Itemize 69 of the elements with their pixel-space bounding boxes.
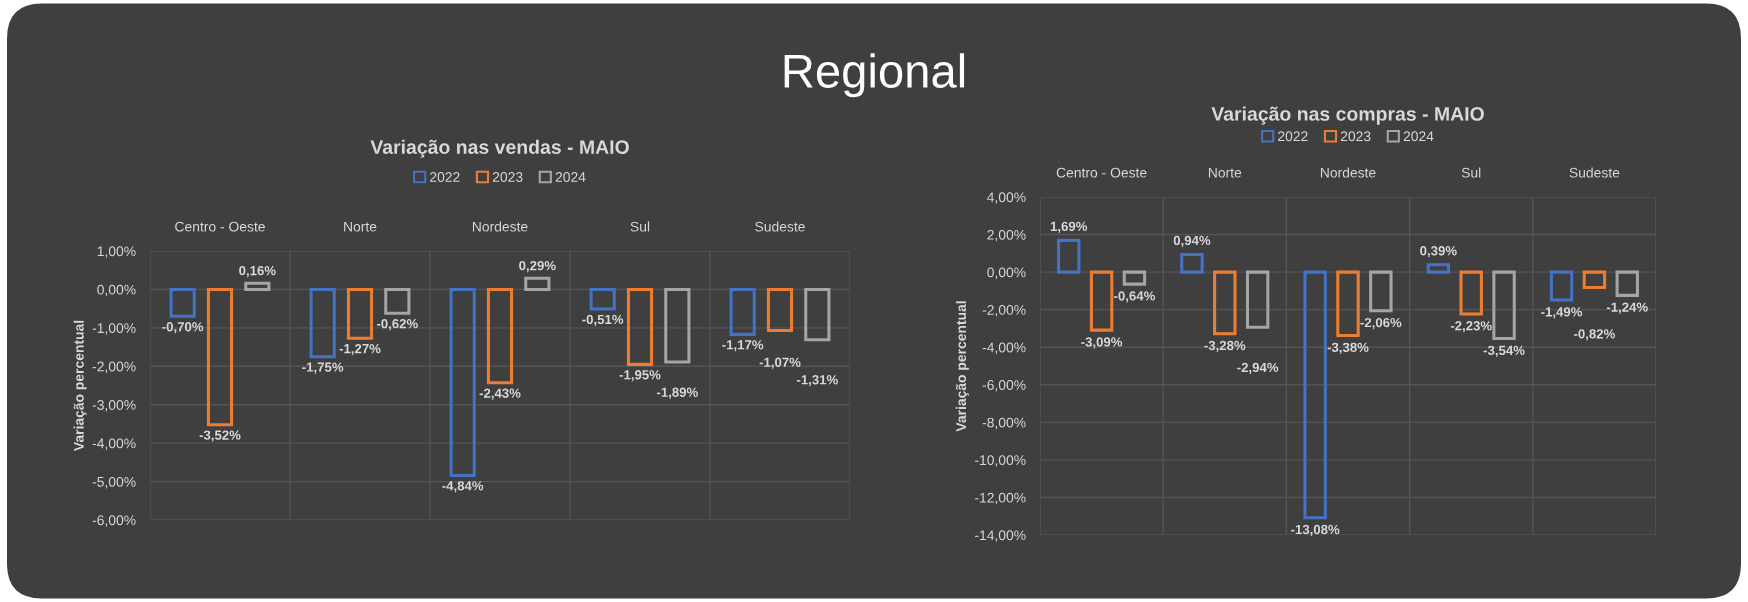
y-tick-label: -5,00% (92, 476, 136, 489)
y-tick-label: -4,00% (92, 438, 136, 450)
data-label: -13,08% (1291, 524, 1340, 537)
data-label: -2,43% (479, 388, 521, 400)
data-label: 1,69% (1050, 221, 1088, 233)
data-label: -3,52% (199, 430, 241, 442)
y-tick-label: -4,00% (982, 342, 1026, 355)
y-tick-label: -3,00% (92, 400, 136, 412)
data-label: -1,31% (796, 375, 838, 387)
legend-label: 2024 (555, 172, 586, 182)
data-label: -3,28% (1204, 340, 1246, 353)
y-axis-title: Variação percentual (73, 320, 87, 452)
x-tick-label: Sul (630, 221, 650, 232)
y-tick-label: -14,00% (975, 530, 1026, 542)
data-label: 0,16% (239, 265, 276, 278)
legend-label: 2024 (1403, 131, 1434, 142)
data-label: -0,70% (162, 322, 204, 334)
text: Regional (784, 53, 965, 98)
data-label: -0,51% (582, 314, 624, 327)
data-label: -1,49% (1541, 307, 1583, 319)
y-tick-label: -2,00% (982, 305, 1026, 317)
data-label: -2,23% (1450, 321, 1492, 333)
legend-label: 2023 (1340, 131, 1371, 142)
x-tick-label: Nordeste (472, 221, 528, 232)
data-label: -1,07% (759, 357, 801, 369)
data-label: -0,62% (376, 318, 418, 331)
legend-label: 2022 (430, 172, 460, 182)
data-label: -1,27% (339, 343, 381, 356)
data-label: -3,09% (1081, 337, 1123, 349)
y-tick-label: 4,00% (987, 192, 1026, 204)
data-label: -3,54% (1483, 345, 1525, 357)
y-tick-label: 1,00% (97, 246, 136, 258)
y-tick-label: -1,00% (92, 323, 136, 335)
x-tick-label: Norte (1208, 167, 1242, 178)
data-label: -1,24% (1606, 302, 1648, 314)
data-label: -1,89% (656, 387, 698, 399)
x-tick-label: Centro - Oeste (175, 221, 265, 232)
data-label: -1,95% (619, 370, 661, 382)
data-label: -1,17% (722, 340, 764, 352)
data-label: -3,38% (1327, 342, 1369, 354)
chart-title: Variação nas vendas - MAIO (370, 139, 629, 158)
data-label: 0,39% (1420, 246, 1457, 258)
x-tick-label: Sudeste (1569, 167, 1620, 178)
data-label: -2,06% (1360, 317, 1402, 330)
chart-title: Variação nas compras - MAIO (1211, 106, 1484, 125)
y-tick-label: -12,00% (975, 492, 1026, 505)
y-tick-label: -8,00% (982, 417, 1026, 430)
legend-label: 2022 (1278, 131, 1308, 142)
data-label: -2,94% (1237, 362, 1279, 375)
y-axis-title: Variação percentual (955, 301, 969, 432)
x-tick-label: Centro - Oeste (1056, 167, 1147, 178)
x-tick-label: Sudeste (755, 221, 805, 232)
data-label: -1,75% (302, 362, 344, 374)
data-label: 0,29% (519, 260, 556, 273)
y-tick-label: 2,00% (987, 229, 1026, 242)
x-tick-label: Nordeste (1320, 167, 1376, 178)
data-label: -4,84% (442, 481, 484, 493)
data-label: -0,64% (1114, 291, 1156, 303)
y-tick-label: 0,00% (97, 284, 136, 297)
data-label: 0,94% (1173, 235, 1211, 248)
legend-label: 2023 (492, 172, 523, 182)
x-tick-label: Norte (344, 221, 377, 232)
y-tick-label: 0,00% (987, 267, 1026, 279)
y-tick-label: -6,00% (92, 515, 136, 527)
y-tick-label: -10,00% (975, 455, 1026, 467)
y-tick-label: -6,00% (982, 380, 1026, 392)
y-tick-label: -2,00% (92, 361, 136, 374)
data-label: -0,82% (1574, 329, 1615, 341)
x-tick-label: Sul (1461, 167, 1481, 178)
